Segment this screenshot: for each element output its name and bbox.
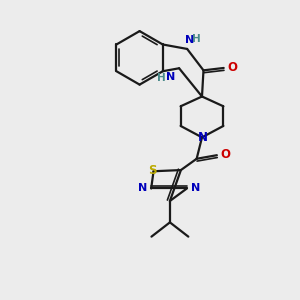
Text: S: S [148,164,156,177]
Text: H: H [158,73,166,83]
Text: O: O [227,61,237,74]
Text: N: N [166,72,175,82]
Text: N: N [185,35,195,45]
Text: N: N [198,131,208,144]
Text: O: O [220,148,230,161]
Text: N: N [191,184,200,194]
Text: N: N [138,184,147,194]
Text: H: H [192,34,201,44]
